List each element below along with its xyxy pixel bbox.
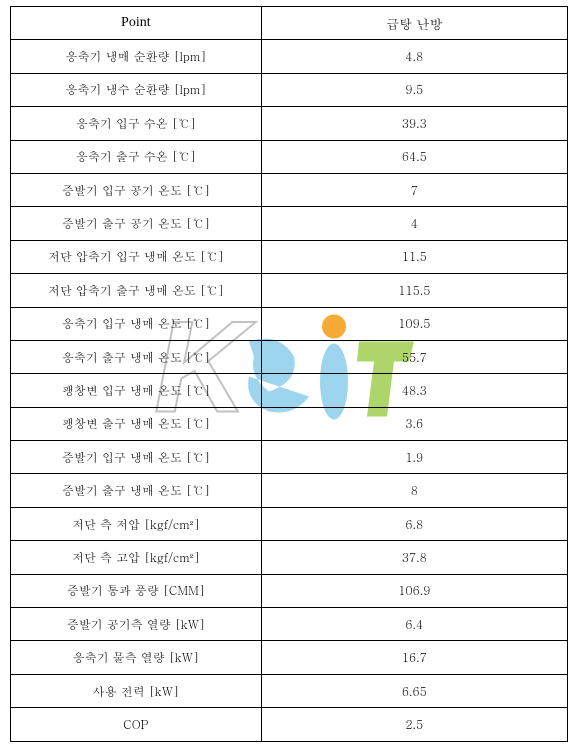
table-row: 팽창변 입구 냉매 온도 [℃]48.3 xyxy=(11,374,568,407)
row-label: 증발기 출구 공기 온도 [℃] xyxy=(11,207,262,240)
row-label: 응축기 입구 수온 [℃] xyxy=(11,107,262,140)
row-value: 48.3 xyxy=(261,374,567,407)
table-row: 팽창변 출구 냉매 온도 [℃]3.6 xyxy=(11,407,568,440)
table-row: 저단 측 고압 [kgf/cm²]37.8 xyxy=(11,541,568,574)
row-value: 9.5 xyxy=(261,73,567,106)
row-value: 106.9 xyxy=(261,574,567,607)
table-row: 응축기 출구 냉매 온도 [℃]55.7 xyxy=(11,340,568,373)
table-row: COP2.5 xyxy=(11,708,568,741)
row-value: 115.5 xyxy=(261,274,567,307)
row-label: 증발기 출구 냉매 온도 [℃] xyxy=(11,474,262,507)
row-value: 6.65 xyxy=(261,674,567,707)
table-row: 저단 압축기 입구 냉매 온도 [℃]11.5 xyxy=(11,240,568,273)
row-label: 응축기 출구 냉매 온도 [℃] xyxy=(11,340,262,373)
row-value: 11.5 xyxy=(261,240,567,273)
table-row: 증발기 공기측 열량 [kW]6.4 xyxy=(11,608,568,641)
data-table-container: Point 급탕 난방 응축기 냉매 순환량 [lpm]4.8 응축기 냉수 순… xyxy=(0,0,578,748)
row-value: 16.7 xyxy=(261,641,567,674)
table-row: 증발기 입구 냉매 온도 [℃]1.9 xyxy=(11,441,568,474)
row-value: 8 xyxy=(261,474,567,507)
row-label: 사용 전력 [kW] xyxy=(11,674,262,707)
row-value: 55.7 xyxy=(261,340,567,373)
table-header-row: Point 급탕 난방 xyxy=(11,7,568,40)
row-value: 4.8 xyxy=(261,40,567,73)
row-value: 64.5 xyxy=(261,140,567,173)
row-value: 1.9 xyxy=(261,441,567,474)
row-value: 6.4 xyxy=(261,608,567,641)
row-label: 저단 압축기 입구 냉매 온도 [℃] xyxy=(11,240,262,273)
row-label: COP xyxy=(11,708,262,741)
table-row: 응축기 입구 수온 [℃]39.3 xyxy=(11,107,568,140)
table-row: 사용 전력 [kW]6.65 xyxy=(11,674,568,707)
row-label: 증발기 공기측 열량 [kW] xyxy=(11,608,262,641)
row-label: 팽창변 입구 냉매 온도 [℃] xyxy=(11,374,262,407)
row-value: 39.3 xyxy=(261,107,567,140)
row-label: 응축기 물측 열량 [kW] xyxy=(11,641,262,674)
row-value: 2.5 xyxy=(261,708,567,741)
row-label: 응축기 입구 냉매 온도 [℃] xyxy=(11,307,262,340)
table-row: 응축기 출구 수온 [℃]64.5 xyxy=(11,140,568,173)
row-label: 응축기 냉수 순환량 [lpm] xyxy=(11,73,262,106)
row-label: 응축기 출구 수온 [℃] xyxy=(11,140,262,173)
table-row: 응축기 냉매 순환량 [lpm]4.8 xyxy=(11,40,568,73)
row-label: 저단 측 고압 [kgf/cm²] xyxy=(11,541,262,574)
row-value: 4 xyxy=(261,207,567,240)
table-row: 저단 압축기 출구 냉매 온도 [℃]115.5 xyxy=(11,274,568,307)
measurement-table: Point 급탕 난방 응축기 냉매 순환량 [lpm]4.8 응축기 냉수 순… xyxy=(10,6,568,742)
row-label: 증발기 입구 공기 온도 [℃] xyxy=(11,173,262,206)
table-body: 응축기 냉매 순환량 [lpm]4.8 응축기 냉수 순환량 [lpm]9.5 … xyxy=(11,40,568,741)
row-label: 팽창변 출구 냉매 온도 [℃] xyxy=(11,407,262,440)
header-point: Point xyxy=(11,7,262,40)
row-label: 증발기 통과 풍량 [CMM] xyxy=(11,574,262,607)
table-row: 저단 측 저압 [kgf/cm²]6.8 xyxy=(11,507,568,540)
row-value: 109.5 xyxy=(261,307,567,340)
row-label: 증발기 입구 냉매 온도 [℃] xyxy=(11,441,262,474)
table-row: 증발기 출구 공기 온도 [℃]4 xyxy=(11,207,568,240)
row-label: 저단 압축기 출구 냉매 온도 [℃] xyxy=(11,274,262,307)
table-row: 증발기 출구 냉매 온도 [℃]8 xyxy=(11,474,568,507)
row-label: 응축기 냉매 순환량 [lpm] xyxy=(11,40,262,73)
row-value: 3.6 xyxy=(261,407,567,440)
header-value: 급탕 난방 xyxy=(261,7,567,40)
row-value: 7 xyxy=(261,173,567,206)
table-row: 응축기 물측 열량 [kW]16.7 xyxy=(11,641,568,674)
row-value: 6.8 xyxy=(261,507,567,540)
table-row: 응축기 냉수 순환량 [lpm]9.5 xyxy=(11,73,568,106)
table-row: 증발기 통과 풍량 [CMM]106.9 xyxy=(11,574,568,607)
row-label: 저단 측 저압 [kgf/cm²] xyxy=(11,507,262,540)
table-row: 증발기 입구 공기 온도 [℃]7 xyxy=(11,173,568,206)
row-value: 37.8 xyxy=(261,541,567,574)
table-row: 응축기 입구 냉매 온도 [℃]109.5 xyxy=(11,307,568,340)
